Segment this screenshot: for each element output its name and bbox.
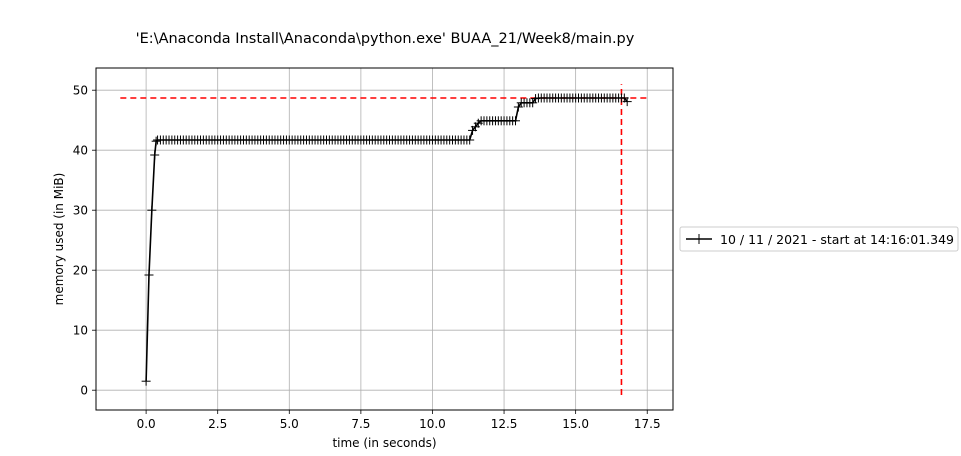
data-point-marker bbox=[144, 270, 154, 280]
x-tick-label: 0.0 bbox=[137, 417, 156, 431]
x-tick-label: 2.5 bbox=[208, 417, 227, 431]
legend-entry-label: 10 / 11 / 2021 - start at 14:16:01.349 bbox=[720, 232, 954, 247]
series-layer bbox=[141, 93, 632, 386]
y-tick-label: 10 bbox=[73, 324, 88, 338]
x-tick-label: 7.5 bbox=[351, 417, 370, 431]
data-point-marker bbox=[511, 116, 521, 126]
x-tick-label: 5.0 bbox=[280, 417, 299, 431]
data-point-marker bbox=[147, 205, 157, 215]
x-tick-label: 15.0 bbox=[562, 417, 589, 431]
y-tick-label: 40 bbox=[73, 144, 88, 158]
data-point-marker bbox=[622, 97, 632, 107]
y-axis-label: memory used (in MiB) bbox=[52, 173, 66, 306]
plot-background bbox=[96, 68, 673, 410]
y-axis-ticks: 0 10 20 30 40 50 bbox=[73, 84, 96, 398]
x-tick-label: 12.5 bbox=[491, 417, 518, 431]
x-tick-label: 10.0 bbox=[419, 417, 446, 431]
annotation-layer bbox=[120, 84, 648, 395]
grid-layer bbox=[96, 68, 673, 410]
x-tick-label: 17.5 bbox=[634, 417, 661, 431]
plot-area bbox=[95, 67, 674, 411]
x-axis-ticks: 0.0 2.5 5.0 7.5 10.0 12.5 15.0 17.5 bbox=[137, 410, 661, 431]
data-point-marker bbox=[150, 150, 160, 160]
legend-frame bbox=[679, 226, 959, 252]
y-tick-label: 0 bbox=[80, 384, 88, 398]
data-point-marker bbox=[141, 376, 151, 386]
y-tick-label: 50 bbox=[73, 84, 88, 98]
y-tick-label: 30 bbox=[73, 204, 88, 218]
plot-frame bbox=[95, 67, 674, 411]
legend: 10 / 11 / 2021 - start at 14:16:01.349 bbox=[679, 226, 959, 252]
data-point-marker bbox=[465, 135, 475, 145]
y-tick-label: 20 bbox=[73, 264, 88, 278]
data-point-marker bbox=[151, 136, 161, 146]
x-axis-label: time (in seconds) bbox=[332, 436, 436, 450]
chart-title: 'E:\Anaconda Install\Anaconda\python.exe… bbox=[136, 31, 635, 47]
